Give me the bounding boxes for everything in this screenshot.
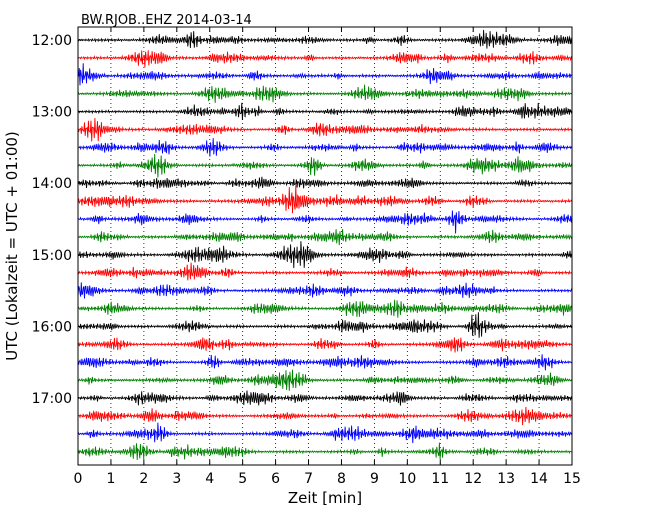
- plot-frame: [77, 26, 573, 466]
- seismic-traces: [77, 29, 573, 461]
- x-tick-label: 13: [497, 471, 515, 487]
- y-tick-label: 17:00: [32, 391, 72, 407]
- y-axis-label: UTC (Lokalzeit = UTC + 01:00): [3, 131, 21, 361]
- x-tick-label: 4: [205, 471, 214, 487]
- y-tick-label: 14:00: [32, 176, 72, 192]
- y-tick-label: 12:00: [32, 33, 72, 49]
- trace-line: [77, 228, 573, 246]
- x-tick-label: 2: [139, 471, 148, 487]
- trace-line: [77, 210, 573, 234]
- y-tick-label: 16:00: [32, 319, 72, 335]
- trace-line: [77, 50, 573, 68]
- trace-line: [77, 241, 573, 269]
- x-tick-label: 14: [530, 471, 548, 487]
- trace-line: [77, 422, 573, 444]
- y-tick-label: 15:00: [32, 248, 72, 264]
- trace-line: [77, 312, 573, 338]
- x-tick-label: 3: [172, 471, 181, 487]
- x-tick-label: 11: [431, 471, 449, 487]
- trace-line: [77, 63, 573, 86]
- x-tick-label: 0: [74, 471, 83, 487]
- trace-line: [77, 299, 573, 318]
- trace-line: [77, 117, 573, 142]
- trace-line: [77, 390, 573, 406]
- trace-line: [77, 262, 573, 281]
- y-tick-label: 13:00: [32, 105, 72, 121]
- trace-line: [77, 369, 573, 391]
- trace-line: [77, 29, 573, 49]
- x-tick-label: 9: [370, 471, 379, 487]
- trace-line: [77, 337, 573, 353]
- trace-line: [77, 176, 573, 189]
- chart-title: BW.RJOB..EHZ 2014-03-14: [81, 13, 252, 28]
- trace-line: [77, 153, 572, 178]
- x-tick-label: 7: [304, 471, 313, 487]
- x-axis-ticks: 0 1 2 3 4 5 6 7 8 9 10 11 12 13 14 15: [74, 27, 581, 487]
- x-axis-label: Zeit [min]: [288, 489, 362, 507]
- x-tick-label: 12: [464, 471, 482, 487]
- x-tick-label: 6: [271, 471, 280, 487]
- x-tick-label: 1: [106, 471, 115, 487]
- trace-line: [77, 102, 573, 121]
- trace-line: [77, 406, 573, 426]
- x-tick-label: 5: [238, 471, 247, 487]
- trace-line: [78, 138, 572, 157]
- trace-line: [77, 282, 573, 299]
- trace-line: [77, 442, 573, 461]
- vertical-grid: [110, 27, 540, 465]
- x-tick-label: 15: [563, 471, 581, 487]
- x-tick-label: 8: [337, 471, 346, 487]
- x-tick-label: 10: [398, 471, 416, 487]
- y-axis-ticks: 12:00 13:00 14:00 15:00 16:00 17:00: [32, 33, 572, 407]
- trace-line: [77, 84, 573, 103]
- trace-line: [77, 185, 573, 214]
- trace-line: [77, 354, 573, 371]
